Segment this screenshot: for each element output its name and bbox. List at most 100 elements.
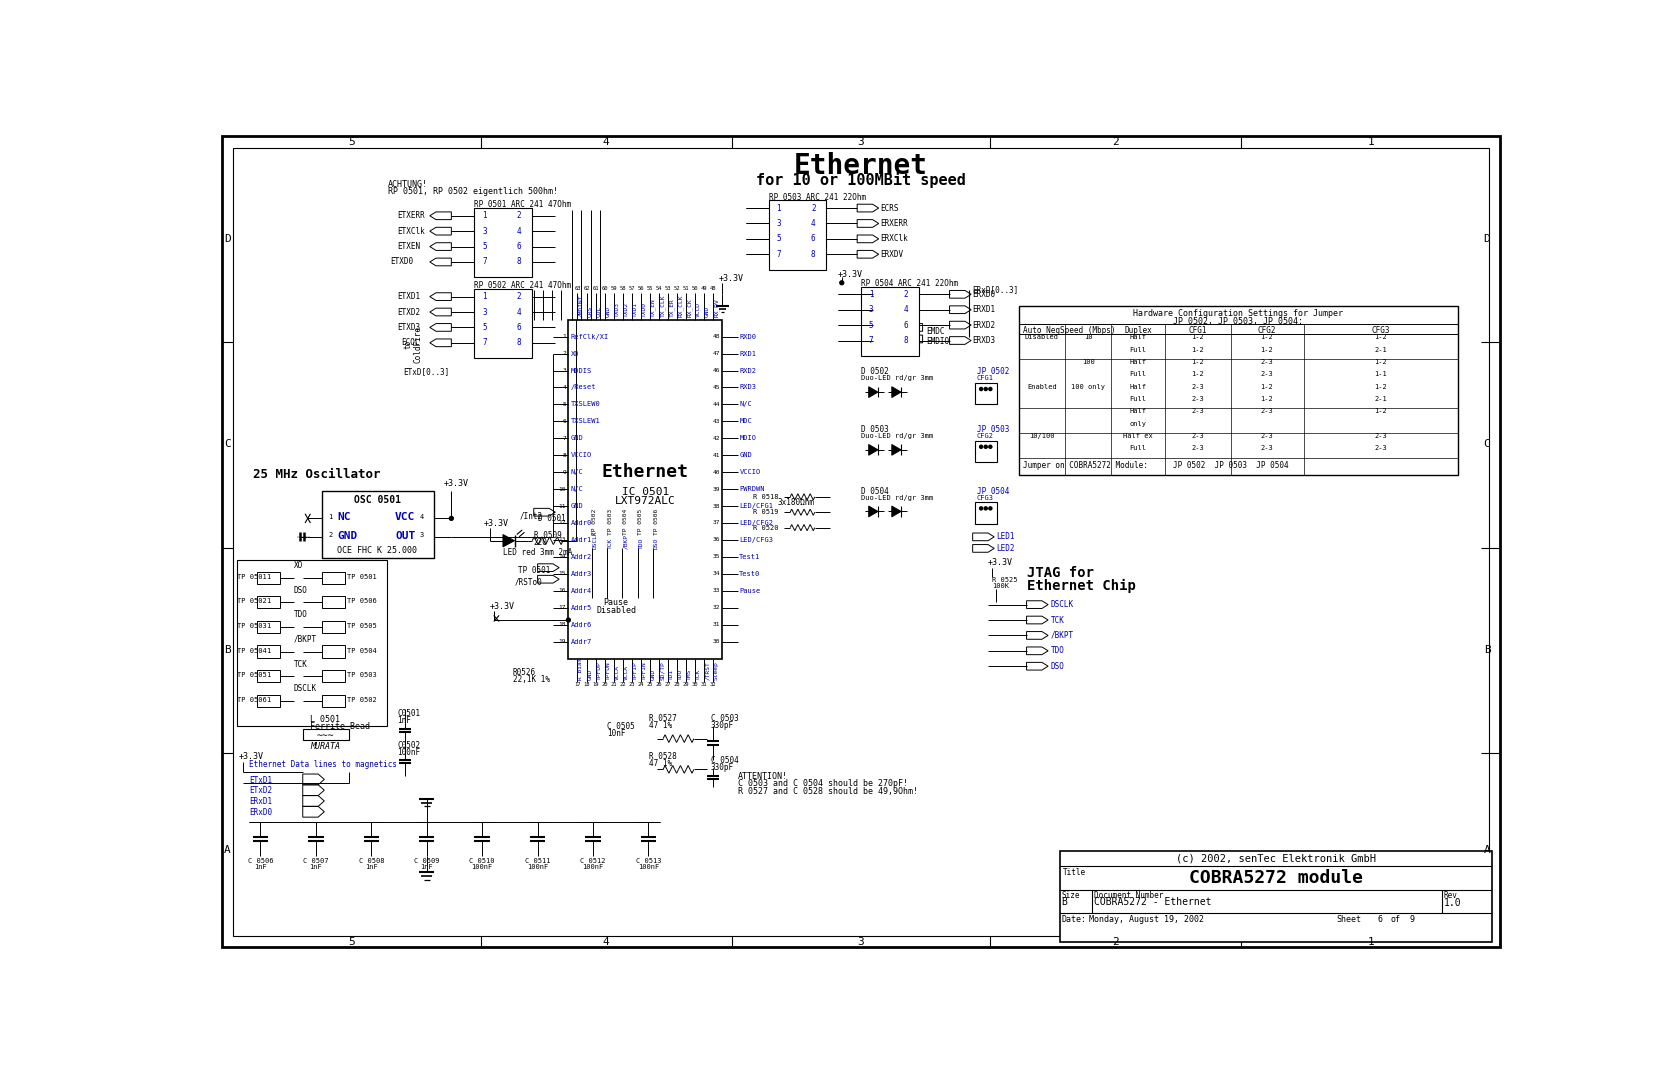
Text: 1: 1 [265, 697, 270, 703]
Text: Size: Size [1062, 891, 1080, 900]
Text: 1: 1 [1368, 137, 1374, 147]
Text: Half: Half [1129, 384, 1147, 389]
Text: 2-3: 2-3 [1374, 445, 1388, 452]
Text: Half: Half [1129, 335, 1147, 340]
Text: 1: 1 [265, 623, 270, 629]
Text: 330pF: 330pF [711, 721, 734, 730]
Text: 1: 1 [869, 290, 874, 298]
Text: TP 0505: TP 0505 [638, 509, 643, 535]
Text: TP 0506: TP 0506 [237, 697, 267, 703]
Bar [257, 694, 279, 707]
Text: LED red 3mm 2mA: LED red 3mm 2mA [502, 548, 573, 557]
Circle shape [979, 445, 983, 449]
Text: Document Number: Document Number [1094, 891, 1164, 900]
Text: 1-2: 1-2 [1191, 371, 1205, 378]
Text: TCK: TCK [696, 668, 701, 680]
Text: 13: 13 [558, 538, 566, 543]
Text: 1nF: 1nF [365, 864, 378, 870]
Text: 47 1%: 47 1% [648, 760, 672, 768]
Text: JTAG for: JTAG for [1026, 567, 1094, 580]
Text: only: only [1129, 421, 1147, 427]
Text: CFG2: CFG2 [976, 432, 993, 439]
Circle shape [990, 387, 991, 391]
Text: TDO: TDO [294, 611, 307, 619]
Text: 3: 3 [869, 305, 874, 314]
Text: TP 0503: TP 0503 [237, 623, 267, 629]
Text: N/C: N/C [571, 469, 583, 475]
Text: LED2: LED2 [996, 544, 1015, 553]
Text: 3x180Ωhm: 3x180Ωhm [778, 498, 815, 508]
Text: 17: 17 [575, 681, 581, 687]
Text: 1nF: 1nF [420, 864, 433, 870]
Text: 5: 5 [348, 137, 354, 147]
Text: ERXD0: ERXD0 [973, 290, 996, 298]
Text: +3.3V: +3.3V [719, 274, 744, 282]
Text: Full: Full [1129, 396, 1147, 402]
Text: 6: 6 [517, 242, 521, 251]
Text: Rev: Rev [1443, 891, 1458, 900]
Text: Ethernet Data lines to magnetics: Ethernet Data lines to magnetics [249, 760, 396, 769]
Text: C: C [1483, 440, 1490, 450]
Text: 1: 1 [482, 292, 487, 302]
Text: R 0520: R 0520 [753, 525, 780, 530]
Circle shape [979, 387, 983, 391]
Text: +3.3V: +3.3V [988, 558, 1013, 568]
Text: D 0501: D 0501 [538, 514, 566, 523]
Text: DSO: DSO [294, 586, 307, 594]
Text: C 0506: C 0506 [247, 858, 274, 864]
Text: +3.3V: +3.3V [838, 269, 864, 279]
Text: TXD2: TXD2 [623, 303, 628, 318]
Text: RP 0501, RP 0502 eigentlich 500hm!: RP 0501, RP 0502 eigentlich 500hm! [388, 187, 558, 195]
Bar [1060, 851, 1492, 942]
Text: 14: 14 [558, 555, 566, 559]
Text: VCCD: VCCD [696, 303, 701, 318]
Text: C 0505: C 0505 [606, 722, 635, 731]
Text: RXD2: RXD2 [739, 368, 756, 373]
Text: ERXD3: ERXD3 [973, 336, 996, 346]
Text: TPFIN: TPFIN [642, 661, 647, 680]
Text: C0502: C0502 [398, 741, 420, 750]
Text: RXD3: RXD3 [739, 384, 756, 391]
Bar [974, 383, 996, 405]
Text: 2-1: 2-1 [1374, 396, 1388, 402]
Text: 1: 1 [265, 648, 270, 653]
Text: TXSLEW1: TXSLEW1 [571, 418, 600, 424]
Text: 7: 7 [482, 258, 487, 266]
Text: 8: 8 [517, 258, 521, 266]
Text: 22,1K 1%: 22,1K 1% [512, 675, 549, 684]
Text: 100nF: 100nF [528, 864, 548, 870]
Text: 51: 51 [682, 286, 689, 291]
Text: GND: GND [571, 436, 583, 441]
Text: 2-3: 2-3 [1191, 408, 1205, 414]
Text: 2-1: 2-1 [1374, 347, 1388, 353]
Text: 5: 5 [776, 234, 781, 244]
Text: D: D [223, 234, 230, 244]
Text: TDO: TDO [638, 538, 643, 549]
Text: ERXDV: ERXDV [880, 250, 904, 259]
Text: 7: 7 [563, 436, 566, 441]
Text: CRS: CRS [588, 306, 593, 318]
Text: 1-2: 1-2 [1191, 347, 1205, 353]
Text: VCC: VCC [395, 512, 415, 523]
Text: 2-3: 2-3 [1260, 445, 1273, 452]
Text: OCE FHC K 25.000: OCE FHC K 25.000 [338, 546, 417, 555]
Text: 58: 58 [620, 286, 627, 291]
Text: 1nF: 1nF [309, 864, 323, 870]
Text: 48: 48 [711, 286, 717, 291]
Text: R 0527: R 0527 [648, 714, 677, 723]
Text: 2: 2 [811, 204, 815, 212]
Text: Ethernet: Ethernet [795, 152, 927, 180]
Text: 1: 1 [265, 599, 270, 604]
Text: 3: 3 [420, 532, 423, 539]
Text: 8: 8 [517, 338, 521, 348]
Text: 1: 1 [776, 204, 781, 212]
Text: 1-2: 1-2 [1260, 384, 1273, 389]
Text: +3.3V: +3.3V [491, 602, 514, 611]
Text: OUT: OUT [395, 531, 415, 541]
Text: 40: 40 [712, 470, 721, 474]
Text: Test1: Test1 [739, 554, 761, 560]
Text: ERXD2: ERXD2 [973, 321, 996, 329]
Text: 26: 26 [655, 681, 662, 687]
Text: 3: 3 [563, 368, 566, 373]
Text: 2: 2 [904, 290, 907, 298]
